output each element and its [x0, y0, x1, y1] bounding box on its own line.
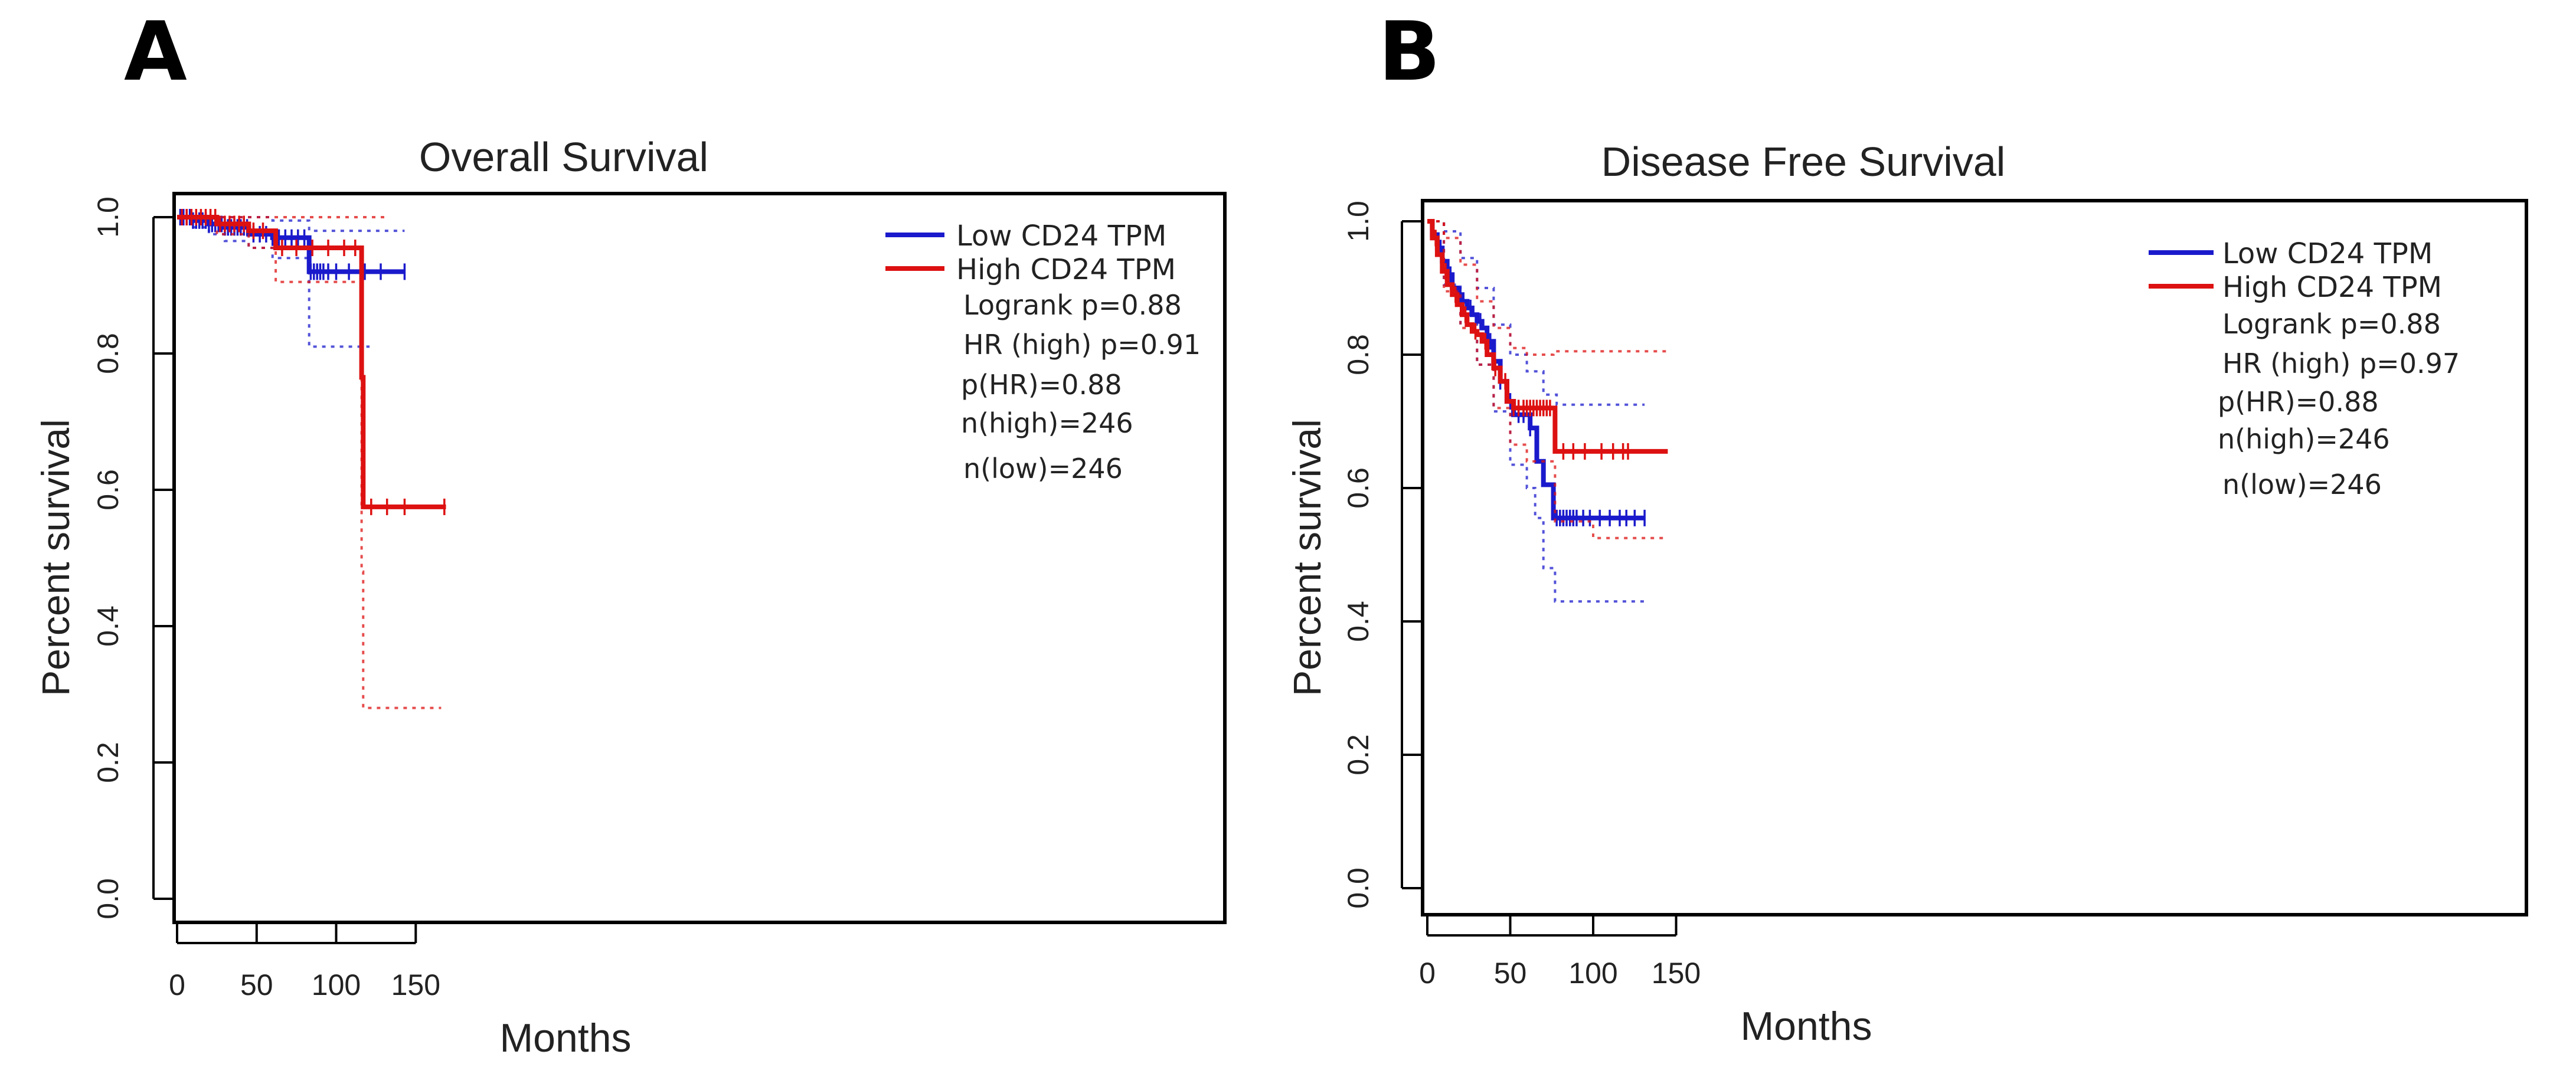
panel-b-km-curve-low	[1427, 219, 1645, 521]
panel-b-legend-label-low: Low CD24 TPM	[2222, 237, 2433, 270]
panel-b-plot-frame	[1421, 199, 2528, 916]
panel-a-x-tick-label: 150	[391, 968, 440, 1001]
panel-b-ci-upper-low	[1427, 220, 1645, 406]
panel-a-y-tick-label: 0.0	[91, 878, 125, 919]
panel-a-stat-p-hr: p(HR)=0.88	[961, 369, 1122, 401]
panel-a-letter: A	[124, 4, 187, 99]
panel-b-x-tick-label: 50	[1494, 957, 1527, 990]
panel-a-x-tick-label: 0	[169, 968, 185, 1001]
panel-b-stat-n-high: n(high)=246	[2218, 423, 2390, 455]
panel-a-y-tick-label: 0.8	[91, 333, 125, 374]
panel-b-y-tick-label: 0.0	[1342, 868, 1375, 909]
panel-a-x-axis-label: Months	[500, 1016, 632, 1060]
panel-b-x-axis-label: Months	[1741, 1004, 1872, 1049]
panel-b-stat-n-low: n(low)=246	[2222, 469, 2382, 500]
panel-b-y-tick-label: 0.8	[1342, 334, 1375, 375]
panel-b-stat-hr-high: HR (high) p=0.97	[2222, 348, 2460, 379]
panel-b-y-tick-label: 0.6	[1342, 467, 1375, 509]
panel-b-legend-label-high: High CD24 TPM	[2222, 271, 2442, 304]
panel-a-stat-hr-high: HR (high) p=0.91	[963, 329, 1201, 361]
panel-a-x-tick-label: 50	[240, 968, 273, 1001]
panel-b-x-tick-label: 100	[1568, 957, 1617, 990]
panel-a-plot-frame	[172, 192, 1227, 924]
panel-b-legend: Low CD24 TPM High CD24 TPM Logrank p=0.8…	[2149, 237, 2460, 500]
panel-a-legend: Low CD24 TPM High CD24 TPM Logrank p=0.8…	[885, 220, 1201, 485]
panel-a-y-tick-label: 0.6	[91, 469, 125, 510]
panel-a: A Overall Survival 0 50 100 150 0.0 0.2 0.4 0.6…	[34, 4, 1227, 1060]
panel-a-x-tick-label: 100	[312, 968, 361, 1001]
panel-b-km-curve-high	[1427, 219, 1668, 454]
panel-b-title: Disease Free Survival	[1601, 139, 2006, 185]
panel-b-letter: B	[1378, 4, 1440, 99]
panel-a-y-tick-label: 1.0	[91, 197, 125, 238]
panel-a-km-curve-high	[177, 215, 446, 509]
panel-a-legend-label-high: High CD24 TPM	[956, 253, 1176, 286]
panel-b-y-tick-label: 0.4	[1342, 601, 1375, 642]
panel-a-y-tick-label: 0.4	[91, 605, 125, 647]
panel-b-stat-logrank: Logrank p=0.88	[2222, 308, 2441, 340]
panel-a-plot-area: 0 50 100 150 0.0 0.2 0.4 0.6 0.8 1.0	[91, 197, 446, 1001]
panel-a-stat-n-high: n(high)=246	[961, 407, 1133, 439]
panel-b-x-tick-label: 0	[1419, 957, 1436, 990]
panel-a-ci-lower-high	[177, 216, 442, 709]
panel-a-legend-label-low: Low CD24 TPM	[956, 220, 1166, 253]
panel-b-y-axis-label: Percent survival	[1285, 419, 1329, 696]
panel-a-stat-logrank: Logrank p=0.88	[963, 289, 1182, 321]
panel-b-ci-lower-low	[1427, 220, 1645, 603]
panel-b-ci-lower-high	[1427, 220, 1668, 539]
panel-b: B Disease Free Survival 0 50 100 1500.00.20…	[1285, 4, 2528, 1049]
panel-a-y-axis-label: Percent survival	[34, 419, 77, 696]
panel-a-stat-n-low: n(low)=246	[963, 453, 1123, 485]
panel-b-y-tick-label: 0.2	[1342, 734, 1375, 775]
panel-b-stat-p-hr: p(HR)=0.88	[2218, 386, 2379, 418]
panel-b-x-tick-label: 150	[1652, 957, 1701, 990]
panel-b-y-tick-label: 1.0	[1342, 201, 1375, 242]
panel-a-y-tick-label: 0.2	[91, 742, 125, 783]
panel-a-title: Overall Survival	[419, 134, 708, 180]
panel-b-ci-upper-high	[1427, 220, 1669, 356]
panel-b-plot-area: 0 50 100 150 0.0 0.2 0.4 0.6 0.8 1.0	[1342, 201, 1701, 990]
